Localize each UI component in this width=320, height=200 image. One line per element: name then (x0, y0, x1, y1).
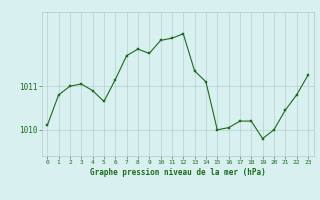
X-axis label: Graphe pression niveau de la mer (hPa): Graphe pression niveau de la mer (hPa) (90, 168, 266, 177)
